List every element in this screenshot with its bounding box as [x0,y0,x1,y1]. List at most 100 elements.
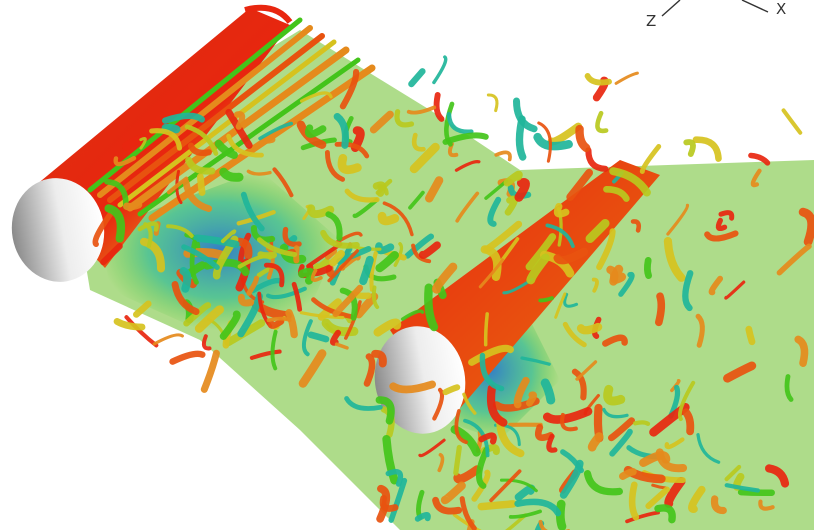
vortex-tube [576,322,603,335]
vortex-tube [692,136,722,162]
vortex-tube [124,315,159,348]
vortex-tube [696,433,721,464]
vortex-tube [187,142,212,156]
vortex-tube [575,124,591,153]
vortex-tube [683,139,696,157]
vortex-tube [375,251,399,273]
vortex-tube [480,245,502,281]
vortex-tube [418,438,446,458]
vortex-tube [718,210,735,221]
vortex-tube [334,342,349,350]
vortex-tube [442,132,489,145]
vortex-tube [724,464,742,482]
vortex-tube [337,153,362,175]
vortex-tube [344,396,383,411]
vortex-tube [327,249,359,283]
vortex-tube [379,494,399,512]
vortex-tube [433,92,445,122]
upstream-cylinder [11,4,293,282]
vortex-tube [169,350,206,365]
vortex-tube [372,181,387,197]
vortex-tube [418,241,441,259]
vortex-tube [602,407,629,419]
vortex-tube [748,152,771,166]
axis-triad [661,0,769,17]
vortex-tube [133,300,152,318]
vortex-tube [630,219,642,233]
vortex-tube [257,237,298,257]
vortex-tube [266,286,307,300]
vortex-tube [486,384,508,427]
vortex-tube [682,408,695,436]
vortex-tube [369,110,394,134]
vortex-tube [682,270,694,312]
vortex-tube [200,349,220,393]
vortex-tube [559,459,584,499]
vortex-tube [263,262,285,288]
vortex-tube [272,167,294,198]
vortex-tube [758,499,775,511]
vortex-tube [137,221,159,232]
vortex-tube [478,258,504,289]
vortex-tube [670,379,681,393]
vortex-tube [237,293,255,307]
vortex-tube [179,267,192,293]
vortex-tube [639,144,662,174]
vortex-tube [219,310,241,340]
vortex-tube [454,160,481,172]
vortex-tube [431,262,458,294]
vortex-tube [299,311,345,320]
vortex-tube [504,195,518,216]
vortex-tube [533,132,573,151]
vortex-tube [455,191,480,223]
vortex-tube [344,188,380,203]
vortex-tube [171,281,200,316]
vortex-tube [325,211,343,242]
vortex-tube [639,451,671,467]
vortex-tube [654,504,676,524]
vortex-tube [633,420,651,426]
vortex-tube [508,509,542,519]
vortex-tube [708,275,724,296]
vortex-tube [525,233,557,271]
vortex-tube [537,121,552,163]
vortex-tube [538,519,571,530]
vortex-tube [483,312,489,347]
wake-vortex-structures [92,55,814,530]
vortex-tube [591,277,599,293]
vortex-tube [393,242,404,267]
vortex-tube [610,264,627,284]
vortex-tube [625,510,660,524]
vortex-tube [453,444,462,476]
vortex-tube [299,91,333,103]
vortex-tube [534,423,554,441]
vortex-tube [375,396,395,425]
vortex-tube [555,499,567,530]
vortex-tube [663,237,686,282]
vortex-tube [432,496,463,515]
vortex-tube [194,305,225,333]
vortex-tube [619,468,637,480]
vortex-tube [185,156,216,175]
vortex-tube [394,109,415,128]
vortex-tube [268,318,285,329]
vortex-tube [478,432,497,445]
vortex-tube [385,468,404,487]
vortex-tube [432,387,445,421]
vortex-tube [193,234,240,248]
vortex-tube [104,204,126,243]
vortex-tube [162,112,205,124]
vortex-tube [240,191,265,232]
vortex-tube [503,170,523,187]
vortex-tube [220,229,237,244]
vortex-tube [649,402,690,437]
vortex-tube [513,376,530,409]
vortex-tube [175,169,183,205]
vortex-tube [618,271,635,297]
vortex-tube [285,309,298,339]
vortex-tube [388,477,408,523]
vortex-tube [585,147,609,172]
vortex-tube [400,309,425,321]
vortex-tube [486,93,499,113]
